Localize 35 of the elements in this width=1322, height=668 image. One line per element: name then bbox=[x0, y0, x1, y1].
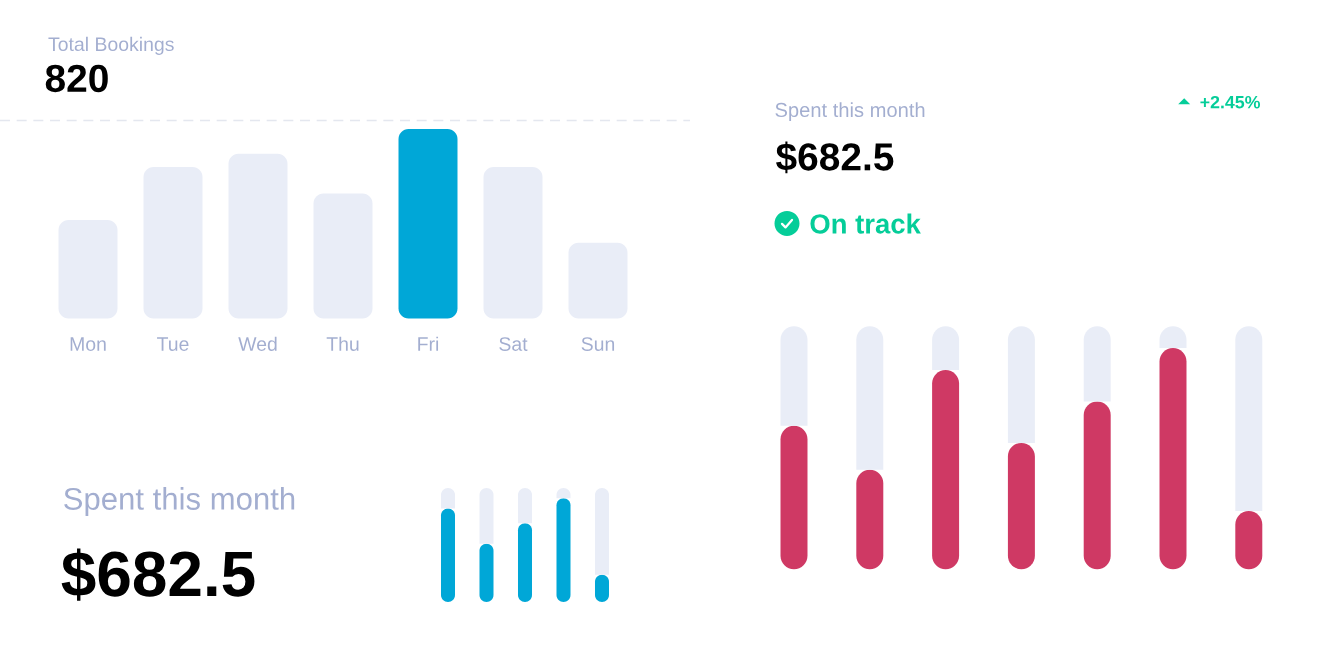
bar bbox=[517, 523, 533, 602]
x-tick-label: Sun bbox=[581, 337, 615, 351]
x-tick-label: Thu bbox=[326, 336, 359, 351]
x-tick-label: Wed bbox=[238, 336, 277, 351]
bar bbox=[1083, 401, 1111, 570]
text: Spent this month bbox=[64, 487, 295, 517]
bar bbox=[780, 425, 808, 570]
bar bbox=[594, 488, 610, 575]
chart-subtitle: $682.5 bbox=[776, 141, 894, 174]
bar bbox=[856, 469, 884, 570]
bar bbox=[517, 488, 533, 524]
bar bbox=[932, 326, 960, 370]
bar bbox=[479, 543, 494, 602]
bar bbox=[479, 488, 494, 544]
bar bbox=[1007, 442, 1035, 570]
bar bbox=[1007, 326, 1035, 443]
bar bbox=[556, 498, 571, 602]
x-tick-label: Sat bbox=[499, 337, 528, 351]
x-tick-label: Tue bbox=[157, 337, 189, 351]
bar bbox=[932, 369, 960, 570]
chart-subtitle: 820 bbox=[45, 64, 108, 93]
chart-title: Spent this month bbox=[775, 102, 925, 122]
x-tick-label: Fri bbox=[418, 336, 439, 351]
chart-title: Total Bookings bbox=[48, 36, 174, 55]
text: On track bbox=[810, 213, 921, 234]
text: +2.45% bbox=[1200, 95, 1261, 109]
bar bbox=[856, 326, 884, 470]
bar bbox=[440, 508, 456, 602]
bar bbox=[1083, 326, 1111, 402]
bar bbox=[398, 129, 458, 319]
bar bbox=[1159, 348, 1187, 570]
bar bbox=[780, 326, 808, 426]
x-tick-label: Mon bbox=[70, 337, 106, 351]
bar bbox=[1235, 326, 1263, 511]
text: $682.5 bbox=[61, 548, 255, 601]
